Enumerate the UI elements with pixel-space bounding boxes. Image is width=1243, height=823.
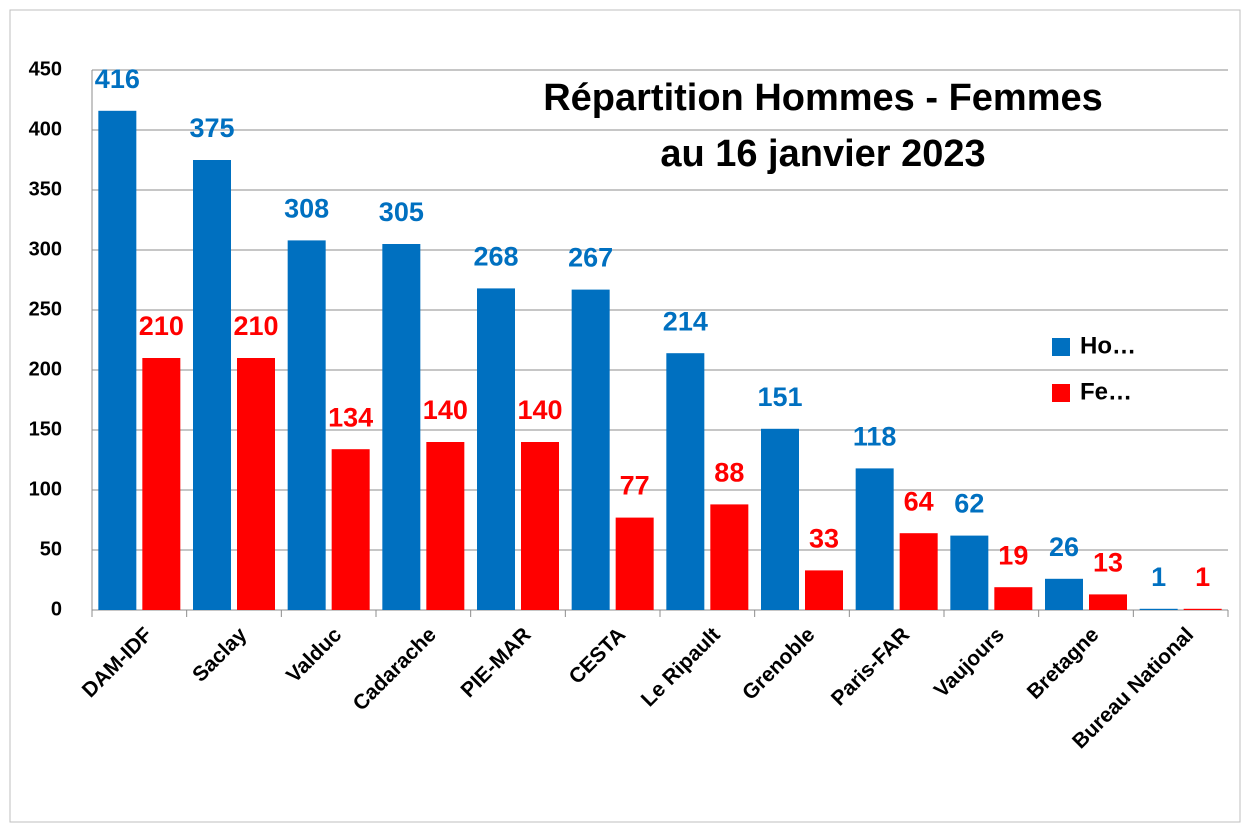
y-tick-label: 350 xyxy=(29,178,62,200)
y-tick-label: 300 xyxy=(29,238,62,260)
data-label: 1 xyxy=(1151,562,1166,592)
bar xyxy=(855,468,894,610)
data-label: 268 xyxy=(473,242,518,272)
data-label: 305 xyxy=(379,197,424,227)
y-tick-label: 100 xyxy=(29,478,62,500)
bar xyxy=(1045,578,1083,610)
bar xyxy=(950,535,989,610)
bar xyxy=(761,428,799,610)
data-label: 26 xyxy=(1049,532,1079,562)
data-label: 151 xyxy=(757,382,802,412)
bar xyxy=(331,449,370,610)
data-label: 210 xyxy=(139,311,184,341)
bar xyxy=(571,289,610,610)
bar xyxy=(237,358,275,610)
data-label: 1 xyxy=(1195,562,1210,592)
bar xyxy=(193,160,231,610)
data-label: 210 xyxy=(233,311,278,341)
bar xyxy=(899,533,938,610)
bar xyxy=(666,353,705,610)
legend-swatch xyxy=(1052,338,1070,356)
y-tick-label: 400 xyxy=(29,118,62,140)
data-label: 140 xyxy=(517,395,562,425)
legend-label: Ho… xyxy=(1080,332,1136,359)
data-label: 33 xyxy=(809,524,839,554)
data-label: 416 xyxy=(95,64,140,94)
bar xyxy=(382,244,421,610)
chart-title: au 16 janvier 2023 xyxy=(660,133,985,175)
data-label: 19 xyxy=(998,540,1028,570)
bar xyxy=(710,504,749,610)
data-label: 308 xyxy=(284,194,329,224)
y-tick-label: 250 xyxy=(29,298,62,320)
data-label: 118 xyxy=(853,422,897,452)
y-tick-label: 50 xyxy=(40,538,62,560)
legend-label: Fe… xyxy=(1080,378,1132,405)
bar xyxy=(477,288,515,610)
bar xyxy=(1139,608,1178,610)
y-tick-label: 200 xyxy=(29,358,62,380)
data-label: 140 xyxy=(423,395,468,425)
data-label: 77 xyxy=(620,471,650,501)
bar xyxy=(426,442,465,610)
data-label: 214 xyxy=(663,306,708,336)
bar xyxy=(142,358,181,610)
bar xyxy=(287,240,326,610)
y-tick-label: 150 xyxy=(29,418,62,440)
legend-swatch xyxy=(1052,384,1070,402)
bar xyxy=(1183,608,1222,610)
bar xyxy=(805,570,843,610)
data-label: 64 xyxy=(904,486,934,516)
bar xyxy=(994,587,1033,610)
data-label: 88 xyxy=(714,458,744,488)
data-label: 13 xyxy=(1093,548,1123,578)
bar xyxy=(1089,594,1127,610)
data-label: 267 xyxy=(568,243,613,273)
y-tick-label: 450 xyxy=(29,58,62,80)
chart-title: Répartition Hommes - Femmes xyxy=(543,77,1103,119)
data-label: 134 xyxy=(328,402,373,432)
y-tick-label: 0 xyxy=(51,598,62,620)
bar xyxy=(521,442,559,610)
bar xyxy=(615,517,654,610)
data-label: 375 xyxy=(189,113,234,143)
data-label: 62 xyxy=(954,489,984,519)
bar xyxy=(98,110,137,611)
